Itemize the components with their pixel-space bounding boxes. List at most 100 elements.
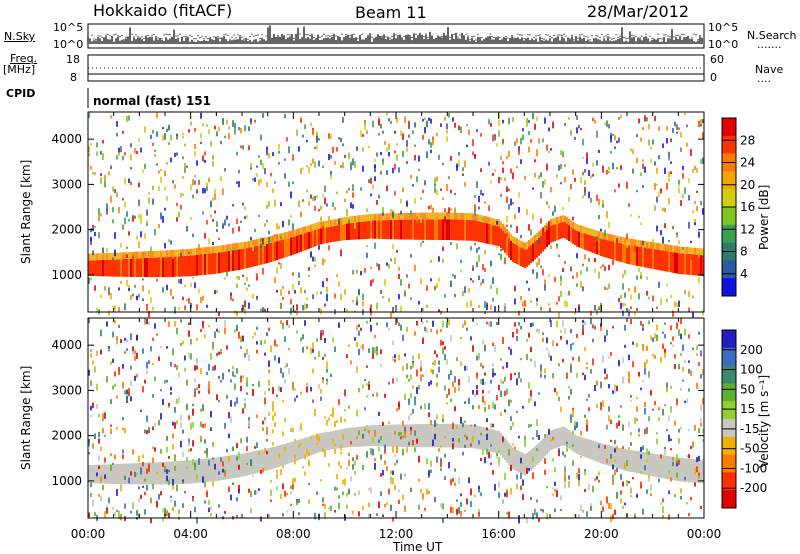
power-scatter-cell (646, 276, 648, 280)
velocity-scatter-cell (92, 402, 94, 409)
velocity-scatter-cell (154, 447, 156, 452)
velocity-scatter-cell (152, 457, 154, 464)
velocity-scatter-cell (288, 324, 290, 328)
power-scatter-cell (608, 283, 610, 290)
velocity-band-cell (222, 456, 225, 480)
power-scatter-cell (454, 208, 456, 216)
power-band-cell (398, 219, 401, 240)
velocity-scatter-cell (196, 517, 198, 524)
power-band-cell (134, 258, 137, 277)
nsearch-point (555, 39, 557, 41)
velocity-scatter-cell (122, 454, 124, 459)
power-band-cell (604, 232, 607, 240)
power-band-cell (116, 252, 119, 260)
power-band-cell (358, 215, 361, 223)
power-scatter-cell (518, 310, 520, 316)
velocity-scatter-cell (114, 512, 116, 516)
velocity-scatter-cell (116, 336, 118, 341)
power-band-cell (690, 247, 693, 255)
power-band-cell (474, 220, 477, 242)
velocity-scatter-cell (636, 406, 638, 412)
velocity-scatter-cell (302, 346, 304, 353)
power-scatter-cell (514, 298, 516, 305)
power-scatter-cell (456, 165, 458, 171)
velocity-scatter-cell (118, 366, 120, 371)
velocity-scatter-cell (202, 424, 204, 428)
power-scatter-cell (506, 196, 508, 203)
nsearch-point (517, 33, 519, 35)
power-scatter-cell (342, 116, 344, 123)
velocity-scatter-cell (512, 443, 514, 446)
velocity-scatter-cell (424, 403, 426, 410)
velocity-scatter-cell (256, 442, 258, 448)
power-band-cell (632, 239, 635, 246)
power-scatter-cell (184, 305, 186, 311)
velocity-scatter-cell (156, 471, 158, 475)
power-band-cell (406, 219, 409, 240)
power-scatter-cell (192, 194, 194, 199)
power-band-cell (96, 260, 99, 277)
power-scatter-cell (696, 190, 698, 193)
radar-title: Hokkaido (fitACF) (93, 1, 233, 20)
power-scatter-cell (92, 171, 94, 175)
power-scatter-cell (240, 220, 242, 223)
velocity-band-cell (288, 442, 291, 464)
velocity-band-cell (314, 434, 317, 454)
velocity-scatter-cell (110, 464, 112, 471)
velocity-scatter-cell (628, 422, 630, 428)
velocity-scatter-cell (570, 343, 572, 351)
power-scatter-cell (236, 181, 238, 184)
power-scatter-cell (152, 142, 154, 146)
nsearch-point (87, 37, 89, 40)
velocity-scatter-cell (566, 445, 568, 452)
velocity-scatter-cell (200, 368, 202, 375)
power-scatter-cell (320, 291, 322, 295)
power-scatter-cell (122, 224, 124, 230)
power-scatter-cell (258, 155, 260, 158)
velocity-scatter-cell (146, 370, 148, 374)
power-scatter-cell (538, 237, 540, 244)
velocity-scatter-cell (346, 354, 348, 359)
velocity-scatter-cell (148, 427, 150, 432)
velocity-band-cell (444, 423, 447, 448)
power-scatter-cell (628, 288, 630, 292)
power-band-cell (602, 239, 605, 257)
power-scatter-cell (608, 171, 610, 174)
velocity-band-cell (260, 449, 263, 473)
power-band-cell (266, 243, 269, 264)
velocity-scatter-cell (380, 473, 382, 477)
power-scatter-cell (138, 214, 140, 219)
velocity-scatter-cell (414, 430, 416, 436)
nsearch-point (695, 34, 697, 36)
power-scatter-cell (470, 278, 472, 281)
power-band-cell (626, 244, 629, 264)
power-scatter-cell (382, 161, 384, 166)
power-band-cell (214, 252, 217, 274)
power-scatter-cell (568, 196, 570, 202)
power-scatter-cell (134, 284, 136, 288)
power-scatter-cell (584, 186, 586, 192)
velocity-scatter-cell (286, 363, 288, 367)
power-scatter-cell (114, 189, 116, 194)
velocity-scatter-cell (320, 389, 322, 394)
velocity-scatter-cell (364, 378, 366, 382)
power-scatter-cell (460, 259, 462, 264)
power-band-cell (394, 213, 397, 220)
power-scatter-cell (276, 290, 278, 293)
power-band-cell (220, 245, 223, 253)
velocity-scatter-cell (202, 324, 204, 329)
nsearch-point (361, 33, 363, 36)
nsearch-point (513, 37, 515, 39)
velocity-scatter-cell (182, 430, 184, 433)
power-scatter-cell (440, 310, 442, 315)
velocity-scatter-cell (600, 323, 602, 327)
power-scatter-cell (312, 129, 314, 136)
power-band-cell (268, 243, 271, 263)
power-scatter-cell (328, 153, 330, 161)
power-band-cell (622, 243, 625, 263)
power-scatter-cell (104, 285, 106, 291)
nsearch-point (261, 34, 263, 36)
velocity-scatter-cell (334, 420, 336, 427)
velocity-scatter-cell (320, 333, 322, 341)
power-scatter-cell (88, 112, 90, 119)
